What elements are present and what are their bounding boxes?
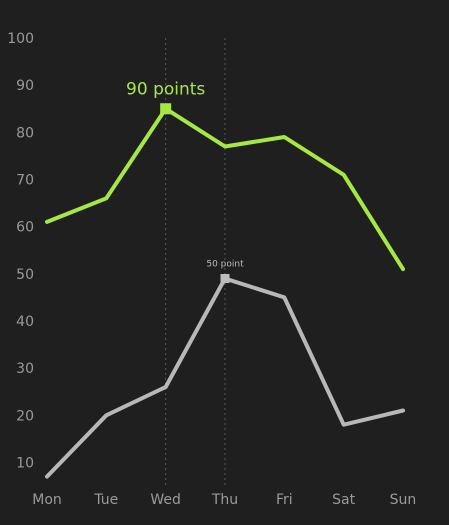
x-tick-label-wed: Wed [150, 492, 181, 508]
annotation-markers [160, 103, 230, 284]
y-tick-label-50: 50 [16, 267, 34, 283]
y-tick-label-20: 20 [16, 408, 34, 424]
x-tick-label-mon: Mon [32, 492, 62, 508]
annotation-label-2: 50 point [206, 260, 244, 270]
annotation-marker-1 [160, 103, 172, 115]
y-tick-label-30: 30 [16, 361, 34, 377]
x-tick-label-sun: Sun [390, 492, 417, 508]
series-line-1 [45, 106, 405, 272]
x-tick-label-fri: Fri [276, 492, 293, 508]
y-tick-label-80: 80 [16, 125, 34, 141]
y-tick-label-10: 10 [16, 455, 34, 471]
x-tick-label-thu: Thu [211, 492, 238, 508]
x-tick-label-tue: Tue [93, 492, 118, 508]
annotation-label-1: 90 points [126, 80, 205, 100]
annotation-marker-2 [220, 274, 230, 284]
y-tick-label-90: 90 [16, 78, 34, 94]
annotation-labels: 90 points 50 point [126, 80, 244, 270]
x-axis-ticks: Mon Tue Wed Thu Fri Sat Sun [32, 492, 416, 508]
y-tick-label-40: 40 [16, 314, 34, 330]
x-tick-label-sat: Sat [332, 492, 355, 508]
y-axis-ticks: 10 20 30 40 50 60 70 80 90 100 [7, 31, 34, 471]
y-tick-label-100: 100 [7, 31, 34, 47]
y-tick-label-70: 70 [16, 172, 34, 188]
y-tick-label-60: 60 [16, 220, 34, 236]
